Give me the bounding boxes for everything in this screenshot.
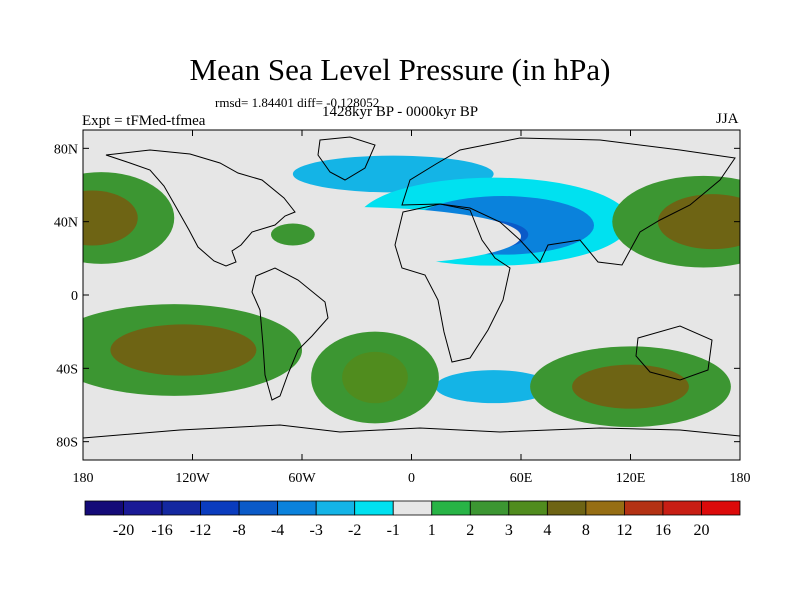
colorbar-label: 20	[693, 522, 709, 539]
colorbar-swatch	[354, 500, 394, 516]
coastline-australia	[635, 325, 713, 381]
colorbar-label: -16	[151, 522, 172, 539]
colorbar-swatch	[431, 500, 471, 516]
y-tick-label: 80S	[56, 436, 78, 451]
colorbar-label: -20	[113, 522, 134, 539]
contour-region	[657, 194, 740, 250]
colorbar-label: -4	[271, 522, 284, 539]
contour-region	[174, 207, 521, 266]
x-tick-label: 180	[73, 471, 94, 486]
colorbar-label: 16	[655, 522, 671, 539]
y-tick-label: 40S	[56, 362, 78, 377]
colorbar-label: 12	[616, 522, 632, 539]
coastlines	[83, 136, 740, 439]
contour-region	[270, 223, 315, 246]
colorbar-label: -12	[190, 522, 211, 539]
x-tick-label: 120E	[616, 471, 646, 486]
coastline-antarctica	[83, 424, 740, 439]
contour-region	[572, 364, 689, 409]
colorbar-label: -1	[387, 522, 400, 539]
x-axis: 180 120W 60W 0 60E 120E 180	[73, 130, 751, 486]
y-tick-label: 0	[71, 289, 78, 304]
coastline-south-america	[251, 267, 329, 401]
colorbar-swatch	[701, 500, 741, 516]
season-text: JJA	[716, 111, 739, 127]
colorbar-swatch	[123, 500, 163, 516]
colorbar-label: 1	[428, 522, 436, 539]
colorbar-label: -8	[232, 522, 245, 539]
colorbar-label: 8	[582, 522, 590, 539]
contour-region	[83, 133, 740, 178]
colorbar-swatch	[200, 500, 240, 516]
coastline-greenland	[317, 136, 376, 181]
colorbar-swatch	[392, 500, 433, 516]
colorbar-swatch	[624, 500, 664, 516]
colorbar-swatch	[238, 500, 279, 516]
colorbar-swatch	[277, 500, 317, 516]
colorbar-swatch	[84, 500, 124, 516]
x-tick-label: 120W	[175, 471, 210, 486]
contour-region	[444, 295, 489, 369]
stats-text: rmsd= 1.84401 diff= -0.128052	[215, 95, 380, 110]
colorbar-label: 4	[543, 522, 551, 539]
coastline-eurasia	[401, 137, 736, 266]
period-text: 1428kyr BP - 0000kyr BP	[322, 104, 479, 120]
colorbar-swatch	[546, 500, 587, 516]
colorbar-swatch	[585, 500, 625, 516]
y-tick-label: 80N	[54, 142, 78, 157]
y-axis: 80N 40N 0 40S 80S	[54, 142, 740, 451]
coastline-africa	[394, 203, 511, 363]
colorbar-label: 3	[505, 522, 513, 539]
colorbar: -20 -16 -12 -8 -4 -3 -2 -1 1 2 3 4 8 12 16 20	[84, 500, 741, 539]
colorbar-label: 2	[466, 522, 474, 539]
chart-title: Mean Sea Level Pressure (in hPa)	[189, 52, 611, 87]
colorbar-swatch	[508, 500, 548, 516]
contour-region	[435, 370, 553, 404]
contour-region	[342, 351, 408, 404]
contour-region	[110, 324, 257, 376]
colorbar-swatch	[315, 500, 356, 516]
x-tick-label: 60W	[288, 471, 316, 486]
x-tick-label: 0	[408, 471, 415, 486]
coastline-north-america	[105, 149, 296, 267]
contour-region	[83, 190, 138, 246]
y-tick-label: 40N	[54, 216, 78, 231]
colorbar-label: -3	[310, 522, 323, 539]
experiment-text: Expt = tFMed-tfmea	[82, 113, 206, 129]
colorbar-swatch	[662, 500, 702, 516]
contour-region	[216, 260, 334, 305]
contour-region	[165, 394, 330, 424]
x-tick-label: 180	[730, 471, 751, 486]
colorbar-swatch	[469, 500, 510, 516]
colorbar-label: -2	[348, 522, 361, 539]
x-tick-label: 60E	[510, 471, 533, 486]
colorbar-swatch	[161, 500, 201, 516]
contour-regions	[83, 133, 740, 427]
